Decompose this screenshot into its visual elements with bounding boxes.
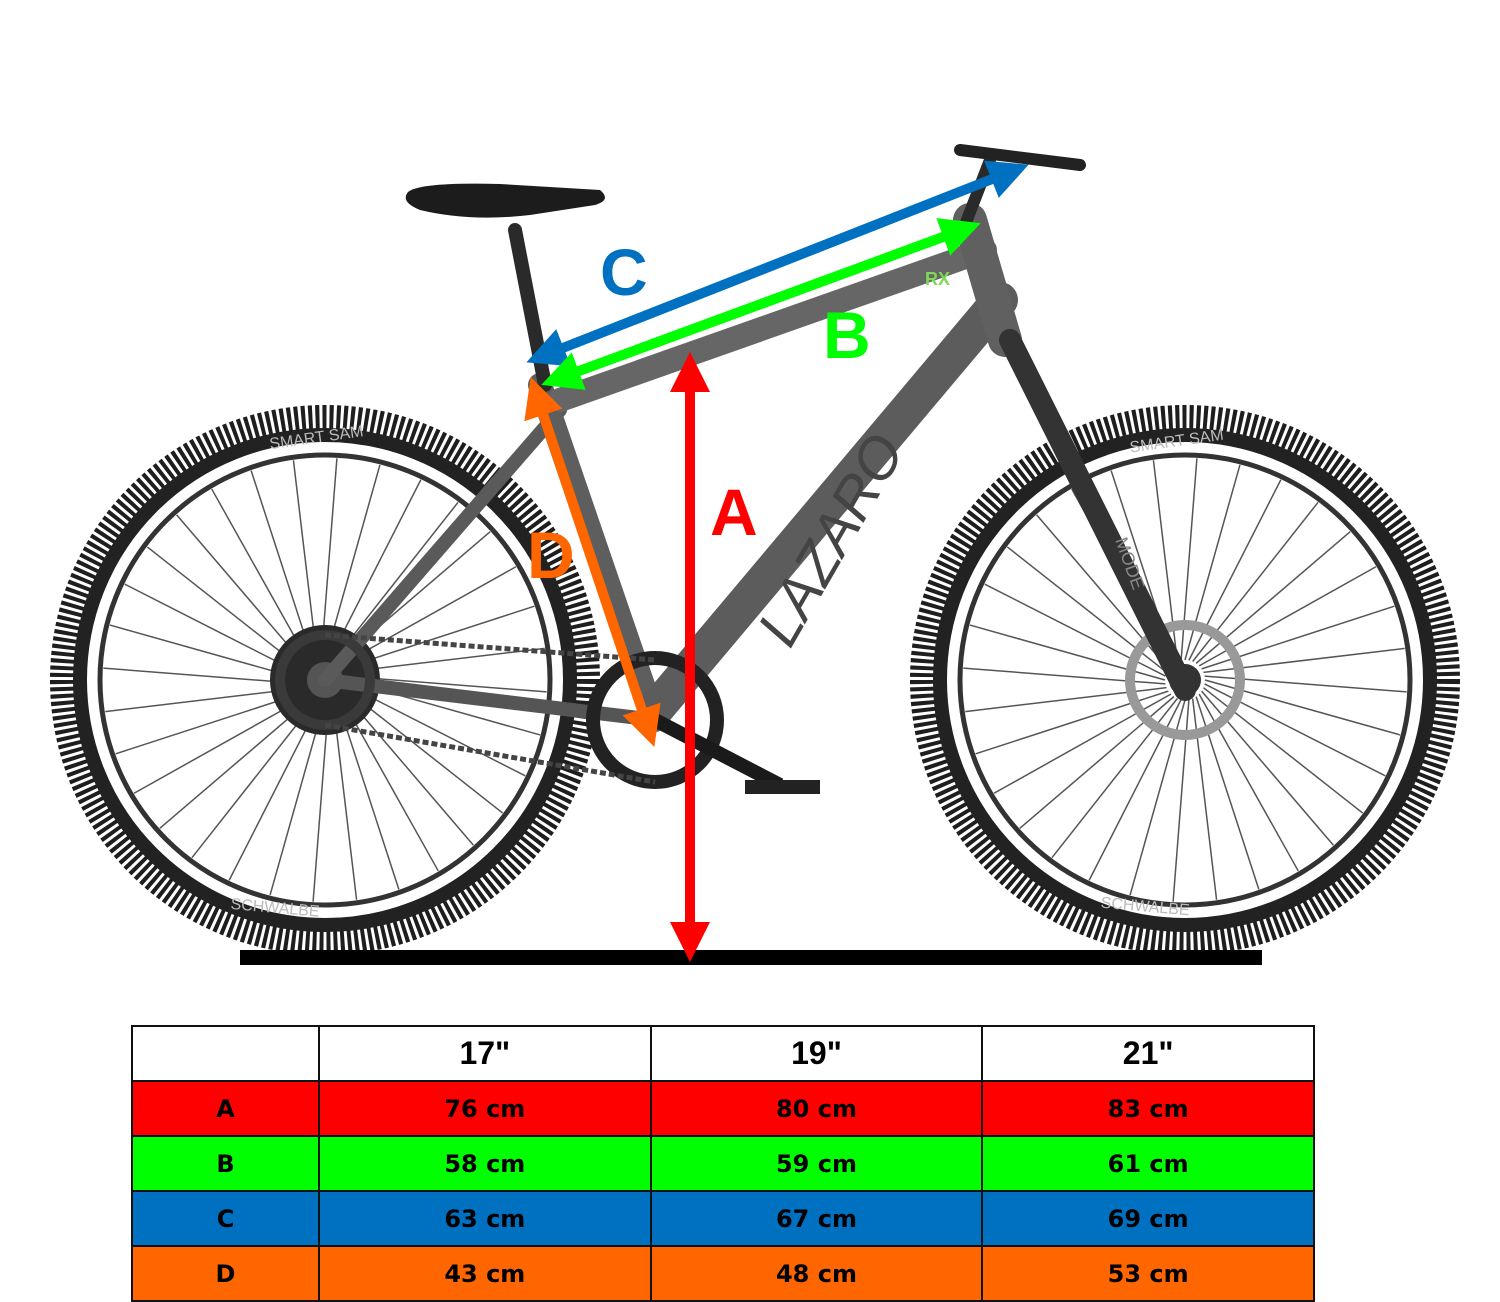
arrow-b — [541, 218, 981, 390]
table-cell: 53 cm — [981, 1245, 1315, 1302]
header-cell — [131, 1025, 320, 1082]
spoke — [993, 693, 1172, 794]
table-row: A 76 cm 80 cm 83 cm — [131, 1080, 1315, 1137]
row-label: C — [131, 1190, 320, 1247]
table-cell: 48 cm — [649, 1245, 984, 1302]
table-cell: 59 cm — [649, 1135, 984, 1192]
spoke — [1198, 566, 1377, 667]
spoke — [1019, 696, 1175, 829]
row-label: A — [131, 1080, 320, 1137]
label-d: D — [527, 518, 575, 592]
row-label: B — [131, 1135, 320, 1192]
table-cell: 69 cm — [981, 1190, 1315, 1247]
row-label: D — [131, 1245, 320, 1302]
brand-logo: LAZARO — [745, 423, 917, 656]
label-c: C — [600, 235, 648, 309]
spoke — [1195, 531, 1351, 664]
table-row: B 58 cm 59 cm 61 cm — [131, 1135, 1315, 1192]
spoke — [1195, 696, 1260, 890]
front-wheel — [910, 405, 1460, 955]
table-cell: 61 cm — [981, 1135, 1315, 1192]
bike-diagram: SMART SAM SCHWALBE SMART SAM SCHWALBE LA… — [50, 144, 1460, 965]
table-cell: 58 cm — [318, 1135, 652, 1192]
saddle — [405, 183, 605, 218]
spoke — [1188, 479, 1282, 661]
spoke — [1088, 699, 1182, 881]
frame-badge: RX — [925, 269, 950, 289]
spoke — [1204, 683, 1386, 777]
spoke — [975, 690, 1169, 755]
ground-line — [240, 950, 1262, 965]
header-cell: 19" — [649, 1025, 984, 1082]
table-cell: 83 cm — [981, 1080, 1315, 1137]
arrow-d — [524, 377, 661, 747]
spoke — [1201, 690, 1334, 846]
table-cell: 80 cm — [649, 1080, 984, 1137]
table-header-row: 17" 19" 21" — [131, 1025, 1315, 1082]
spoke — [1201, 605, 1395, 670]
spoke — [1198, 693, 1299, 872]
table-cell: 67 cm — [649, 1190, 984, 1247]
table-cell: 63 cm — [318, 1190, 652, 1247]
header-cell: 21" — [981, 1025, 1315, 1082]
table-row: D 43 cm 48 cm 53 cm — [131, 1245, 1315, 1302]
table-cell: 43 cm — [318, 1245, 652, 1302]
size-table: 17" 19" 21" A 76 cm 80 cm 83 cm B 58 cm … — [131, 1025, 1315, 1302]
label-a: A — [710, 475, 758, 549]
label-b: B — [823, 298, 871, 372]
table-cell: 76 cm — [318, 1080, 652, 1137]
table-row: C 63 cm 67 cm 69 cm — [131, 1190, 1315, 1247]
header-cell: 17" — [318, 1025, 652, 1082]
bike-frame — [318, 144, 1196, 732]
